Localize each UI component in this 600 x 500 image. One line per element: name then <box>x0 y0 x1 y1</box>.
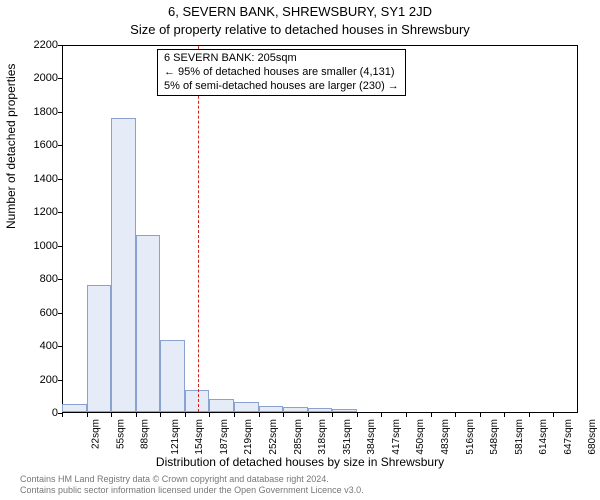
ytick-label: 2200 <box>18 39 58 51</box>
histogram-bar <box>160 340 185 412</box>
y-axis-label: Number of detached properties <box>4 64 18 229</box>
xtick-label: 483sqm <box>440 419 451 455</box>
xtick-mark <box>455 413 456 417</box>
histogram-bar <box>209 399 234 412</box>
histogram-bar <box>185 390 210 412</box>
xtick-label: 22sqm <box>91 419 102 449</box>
xtick-label: 351sqm <box>342 419 353 455</box>
page-title-line1: 6, SEVERN BANK, SHREWSBURY, SY1 2JD <box>0 4 600 19</box>
histogram-bar <box>234 402 259 412</box>
histogram-plot: 0200400600800100012001400160018002000220… <box>62 45 578 413</box>
xtick-label: 285sqm <box>293 419 304 455</box>
ytick-label: 0 <box>18 407 58 419</box>
xtick-mark <box>185 413 186 417</box>
ytick-mark <box>58 45 62 46</box>
xtick-mark <box>529 413 530 417</box>
xtick-mark <box>332 413 333 417</box>
histogram-bar <box>259 406 284 412</box>
ytick-label: 2000 <box>18 72 58 84</box>
ytick-label: 600 <box>18 307 58 319</box>
histogram-bar <box>308 408 333 412</box>
ytick-label: 1400 <box>18 173 58 185</box>
ytick-label: 400 <box>18 340 58 352</box>
callout-line1: 6 SEVERN BANK: 205sqm <box>164 52 399 66</box>
ytick-label: 1000 <box>18 240 58 252</box>
xtick-label: 581sqm <box>514 419 525 455</box>
xtick-label: 384sqm <box>366 419 377 455</box>
ytick-label: 1600 <box>18 139 58 151</box>
xtick-mark <box>259 413 260 417</box>
footer-line1: Contains HM Land Registry data © Crown c… <box>20 474 364 485</box>
xtick-label: 88sqm <box>140 419 151 449</box>
histogram-bar <box>283 407 308 412</box>
ytick-mark <box>58 212 62 213</box>
xtick-mark <box>357 413 358 417</box>
xtick-mark <box>160 413 161 417</box>
xtick-label: 548sqm <box>489 419 500 455</box>
xtick-label: 219sqm <box>244 419 255 455</box>
xtick-mark <box>87 413 88 417</box>
xtick-label: 647sqm <box>563 419 574 455</box>
xtick-label: 187sqm <box>219 419 230 455</box>
xtick-mark <box>308 413 309 417</box>
xtick-mark <box>209 413 210 417</box>
ytick-mark <box>58 313 62 314</box>
xtick-mark <box>111 413 112 417</box>
x-axis-label: Distribution of detached houses by size … <box>0 455 600 469</box>
ytick-label: 800 <box>18 273 58 285</box>
xtick-label: 614sqm <box>538 419 549 455</box>
histogram-bar <box>111 118 136 412</box>
ytick-label: 1200 <box>18 206 58 218</box>
page-title-line2: Size of property relative to detached ho… <box>0 22 600 37</box>
xtick-mark <box>136 413 137 417</box>
footer-attribution: Contains HM Land Registry data © Crown c… <box>20 474 364 496</box>
xtick-mark <box>504 413 505 417</box>
histogram-bar <box>62 404 87 412</box>
xtick-label: 154sqm <box>194 419 205 455</box>
ytick-mark <box>58 246 62 247</box>
ytick-mark <box>58 112 62 113</box>
xtick-label: 252sqm <box>268 419 279 455</box>
ytick-mark <box>58 279 62 280</box>
xtick-mark <box>406 413 407 417</box>
ytick-label: 1800 <box>18 106 58 118</box>
xtick-mark <box>381 413 382 417</box>
ytick-mark <box>58 78 62 79</box>
callout-line2: ← 95% of detached houses are smaller (4,… <box>164 66 399 80</box>
xtick-label: 318sqm <box>317 419 328 455</box>
histogram-bar <box>332 409 357 412</box>
xtick-label: 516sqm <box>465 419 476 455</box>
ytick-mark <box>58 346 62 347</box>
xtick-label: 417sqm <box>391 419 402 455</box>
xtick-label: 55sqm <box>115 419 126 449</box>
histogram-bar <box>87 285 112 412</box>
xtick-label: 450sqm <box>416 419 427 455</box>
ytick-label: 200 <box>18 374 58 386</box>
ytick-mark <box>58 380 62 381</box>
xtick-mark <box>283 413 284 417</box>
property-size-marker-line <box>198 46 199 412</box>
xtick-mark <box>480 413 481 417</box>
xtick-mark <box>62 413 63 417</box>
xtick-mark <box>553 413 554 417</box>
xtick-mark <box>234 413 235 417</box>
xtick-label: 680sqm <box>588 419 599 455</box>
ytick-mark <box>58 179 62 180</box>
callout-box: 6 SEVERN BANK: 205sqm← 95% of detached h… <box>157 49 406 96</box>
callout-line3: 5% of semi-detached houses are larger (2… <box>164 80 399 94</box>
xtick-mark <box>431 413 432 417</box>
xtick-label: 121sqm <box>170 419 181 455</box>
ytick-mark <box>58 145 62 146</box>
footer-line2: Contains public sector information licen… <box>20 485 364 496</box>
histogram-bar <box>136 235 161 412</box>
